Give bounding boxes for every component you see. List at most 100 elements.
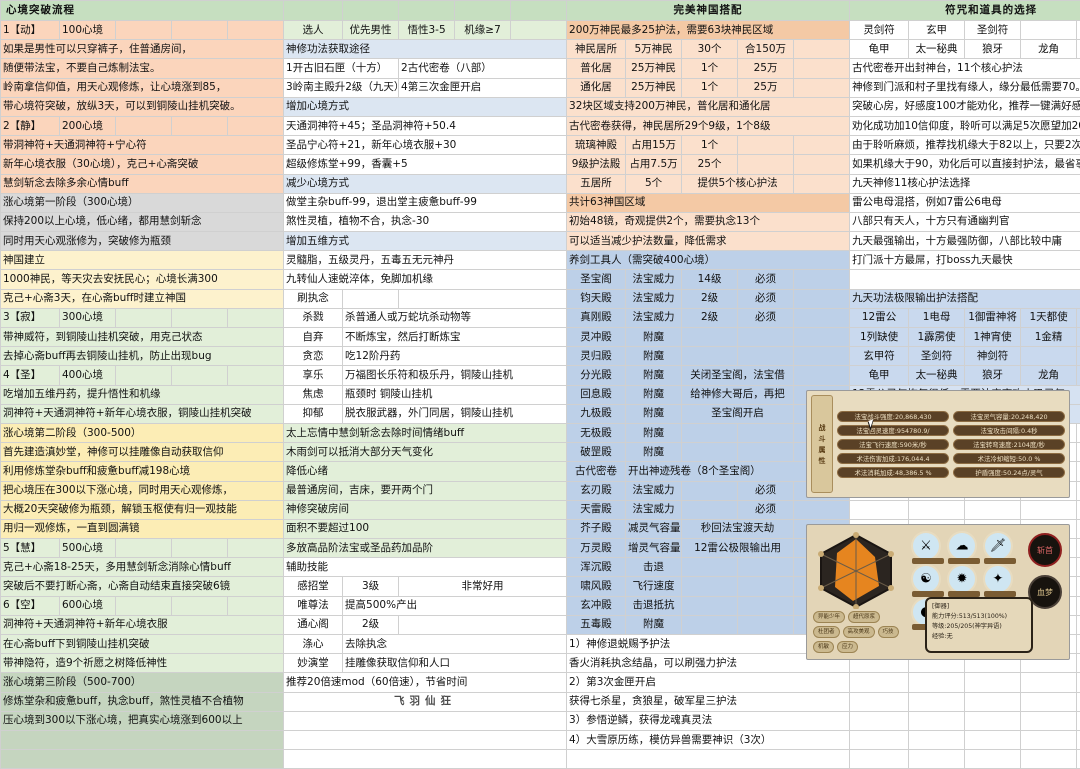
col3-row-cell [738, 558, 794, 577]
col2-row-text: 推荐20倍速mod（60倍速），节省时间 [284, 673, 567, 692]
skill-orb[interactable]: ✹ [947, 564, 977, 594]
col1-row-value: 300心境 [60, 308, 116, 327]
skill-orb[interactable]: ☯ [911, 564, 941, 594]
col3-row-cell [794, 136, 850, 155]
col2-row-text: 最普通房间，吉床，要开两个门 [284, 481, 567, 500]
col4-row-cell [1077, 347, 1080, 366]
skill-orb[interactable]: ⚔ [911, 531, 941, 561]
trait-tag: 高攻美观 [843, 626, 875, 638]
col3-row-cell: 破罡殿 [567, 443, 626, 462]
col2-row-value: 吃12阶丹药 [343, 347, 567, 366]
action-button-red[interactable]: 斩首 [1028, 533, 1062, 567]
table-row: 大概20天突破修为瓶颈，解锁玉枢使有归一观技能神修突破房间天雷殿法宝威力必须 [1, 500, 1080, 519]
character-trait-tags: 异能少年超代原浆杜团者高攻美观巧技机敏应力 [813, 611, 909, 653]
col2-row-value: 杀普通人或万蛇坑杀动物等 [343, 308, 567, 327]
col3-row-cell [794, 155, 850, 174]
col2-row-text: 超级修炼堂+99，香囊+5 [284, 155, 567, 174]
empty-cell [1077, 750, 1080, 769]
trait-tag: 杜团者 [813, 626, 840, 638]
col2-row-text: 减少心境方式 [284, 174, 567, 193]
item-tooltip: [御器] 能力评分:513/513(100%) 等级:205/205(神字异语)… [925, 597, 1033, 653]
col3-row-cell: 玄刃殿 [567, 481, 626, 500]
col4-row-cell: 玄甲 [909, 21, 965, 40]
col1-row-pad [116, 308, 172, 327]
col3-row-cell [794, 59, 850, 78]
col1-row-text: 把心境压在300以下涨心境，同时用天心观修炼， [1, 481, 284, 500]
col1-row-text: 带心境符突破，放纵3天，可以到铜陵山挂机突破。 [1, 97, 284, 116]
col3-row-cell: 25万 [738, 78, 794, 97]
col1-row-pad [116, 596, 172, 615]
col3-row-cell: 必须 [738, 500, 794, 519]
col3-row-cell: 浑沉殿 [567, 558, 626, 577]
skill-orb[interactable]: ✦ [983, 564, 1013, 594]
col2-row-cell: 4第三次金匣开启 [399, 78, 567, 97]
col3-row-cell: 给神修大哥后，再把 [682, 385, 794, 404]
col4-row-text: 古代密卷开出封神台，11个核心护法 [850, 59, 1080, 78]
col4-row-text: 九天最强输出，十方最强防御，八部比较中庸 [850, 232, 1080, 251]
col1-row-pad [172, 366, 228, 385]
col3-row-cell [682, 423, 738, 442]
tooltip-title: [御器] [932, 602, 1026, 612]
col1-row-value: 500心境 [60, 539, 116, 558]
col3-row-cell: 5万神民 [626, 40, 682, 59]
stat-pill: 术法消耗加成:48,386.5 % [837, 467, 949, 478]
tooltip-score: 能力评分:513/513(100%) [932, 612, 1026, 622]
skill-orb[interactable]: 🗡 [983, 531, 1013, 561]
empty-cell [965, 673, 1021, 692]
col2-row-cell [399, 615, 567, 634]
table-row: 4【圣】400心境享乐万福图长乐符和极乐丹，铜陵山挂机分光殿附魔关闭圣宝阁，法宝… [1, 366, 1080, 385]
col3-row-cell [682, 481, 738, 500]
col3-row-cell: 普化居 [567, 59, 626, 78]
empty-cell [909, 750, 965, 769]
empty-cell [850, 500, 909, 519]
col4-row-text: 如果机缘大于90，劝化后可以直接封护法，最省事 [850, 155, 1080, 174]
col2-row-value: 不断炼宝，然后打断炼宝 [343, 328, 567, 347]
col4-row-text: 神修到门派和村子里找有缘人，缘分最低需要70。 [850, 78, 1080, 97]
col3-row-cell: 30个 [682, 40, 738, 59]
empty-cell [1021, 730, 1077, 749]
col3-row-cell: 附魔 [626, 366, 682, 385]
col2-row-key: 妙演堂 [284, 654, 343, 673]
empty-cell [850, 750, 909, 769]
col3-row-cell [794, 500, 850, 519]
col2-row-text: 神修功法获取途径 [284, 40, 567, 59]
col3-row-cell: 1个 [682, 78, 738, 97]
action-button-dark[interactable]: 血梦 [1028, 575, 1062, 609]
col1-row-text: 洞神符+天通洞神符+新年心境衣服 [1, 615, 284, 634]
col4-row-text: 九天神修11核心护法选择 [850, 174, 1080, 193]
col3-row-cell [682, 443, 738, 462]
stat-pill: 法宝飞行速度:590米/秒 [837, 439, 949, 450]
empty-cell [965, 730, 1021, 749]
empty-cell [1077, 443, 1080, 462]
stat-pill: 术法冷却缩短:50.0 % [953, 453, 1065, 464]
col3-row-cell: 法宝威力 [626, 481, 682, 500]
empty-cell [965, 500, 1021, 519]
col4-row-cell [1021, 347, 1077, 366]
col4-row-cell: 龙角 [1021, 40, 1077, 59]
watermark-text: 飞羽仙狂 [284, 692, 567, 711]
skill-orb[interactable]: ☁ [947, 531, 977, 561]
col1-row-text: 新年心境衣服（30心境），克己+心斋突破 [1, 155, 284, 174]
col4-row-text: 八部只有天人，十方只有通幽判官 [850, 212, 1080, 231]
col3-row-cell: 通化居 [567, 78, 626, 97]
col3-row-cell [682, 347, 738, 366]
trait-tag: 机敏 [813, 641, 834, 653]
empty-cell [1021, 750, 1077, 769]
col3-row-cell: 2级 [682, 289, 738, 308]
col2-row-key: 自弃 [284, 328, 343, 347]
col2-row-text: 煞性灵植，植物不合，执念-30 [284, 212, 567, 231]
col3-row-cell [794, 174, 850, 193]
col3-row-cell: 25万神民 [626, 59, 682, 78]
col2-row-cell [343, 289, 399, 308]
col2-row-cell: 通心阁 [284, 615, 343, 634]
col2-row-text [284, 750, 567, 769]
col3-row-cell: 提供5个核心护法 [682, 174, 794, 193]
col2-row-cell: 非常好用 [399, 577, 567, 596]
col1-row-value: 400心境 [60, 366, 116, 385]
col2-row-text: 神修突破房间 [284, 500, 567, 519]
col3-row-cell: 附魔 [626, 423, 682, 442]
